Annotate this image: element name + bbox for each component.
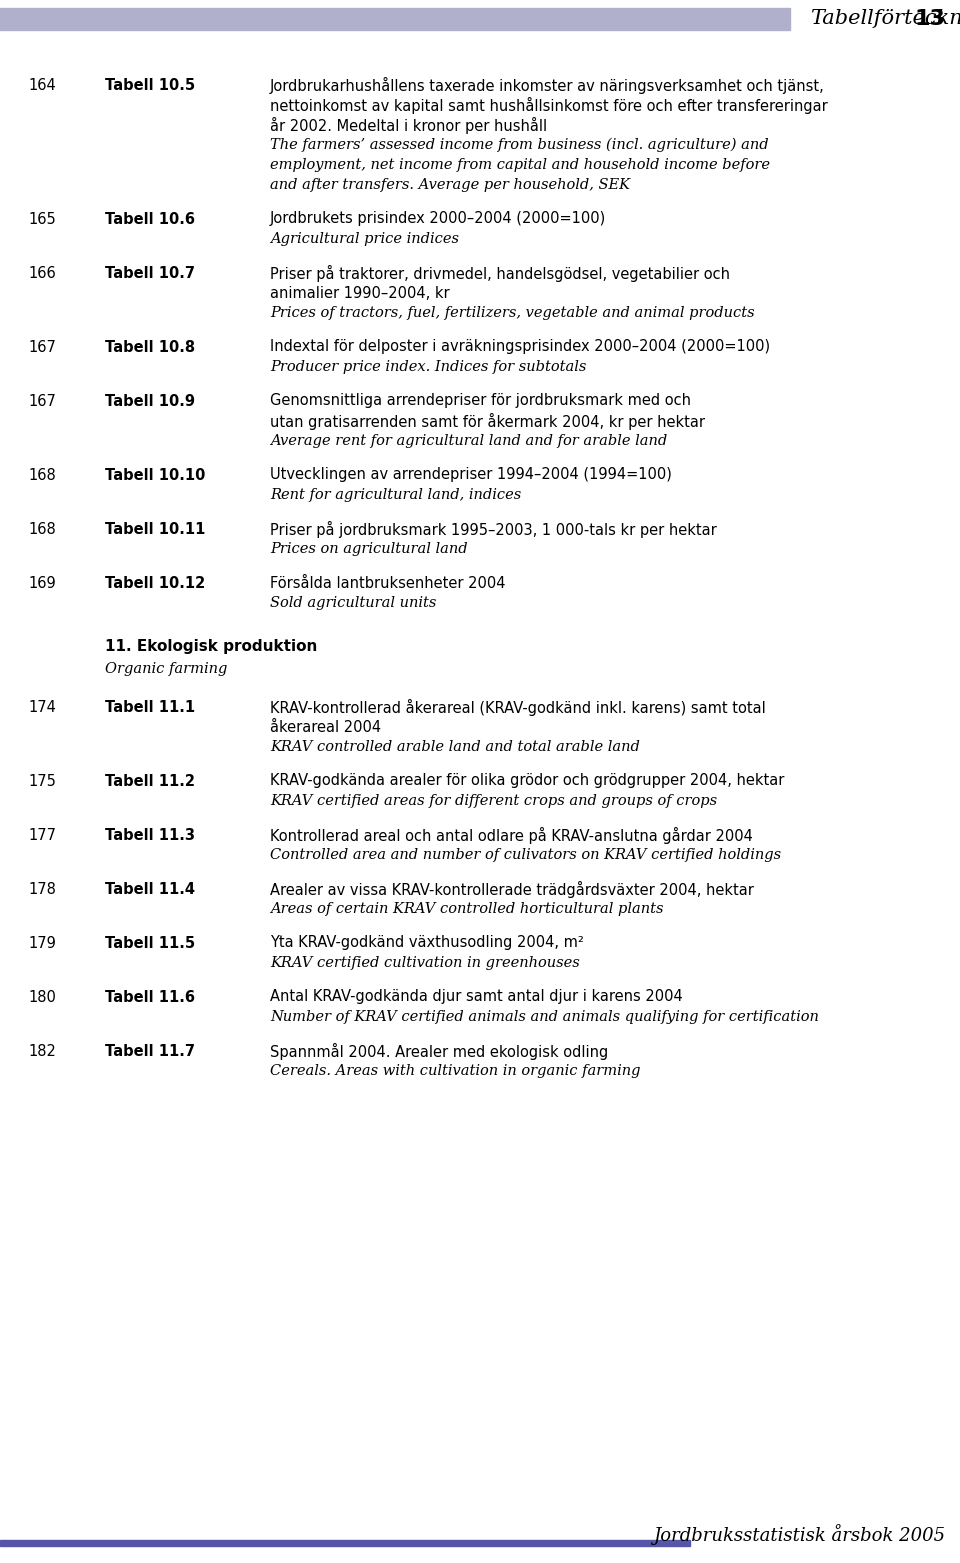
Text: Tabell 10.9: Tabell 10.9 <box>105 394 195 408</box>
Text: Organic farming: Organic farming <box>105 663 228 677</box>
Text: Priser på traktorer, drivmedel, handelsgödsel, vegetabilier och: Priser på traktorer, drivmedel, handelsg… <box>270 264 730 281</box>
Text: Average rent for agricultural land and for arable land: Average rent for agricultural land and f… <box>270 435 667 449</box>
Text: 177: 177 <box>28 827 56 842</box>
Text: Yta KRAV-godkänd växthusodling 2004, m²: Yta KRAV-godkänd växthusodling 2004, m² <box>270 936 584 950</box>
Text: Cereals. Areas with cultivation in organic farming: Cereals. Areas with cultivation in organ… <box>270 1064 640 1078</box>
Text: 167: 167 <box>28 394 56 408</box>
Text: Rent for agricultural land, indices: Rent for agricultural land, indices <box>270 488 521 502</box>
Text: utan gratisarrenden samt för åkermark 2004, kr per hektar: utan gratisarrenden samt för åkermark 20… <box>270 413 705 430</box>
Text: Spannmål 2004. Arealer med ekologisk odling: Spannmål 2004. Arealer med ekologisk odl… <box>270 1043 609 1060</box>
Text: år 2002. Medeltal i kronor per hushåll: år 2002. Medeltal i kronor per hushåll <box>270 117 547 133</box>
Text: Tabell 11.5: Tabell 11.5 <box>105 936 195 950</box>
Text: 179: 179 <box>28 936 56 950</box>
Text: KRAV certified cultivation in greenhouses: KRAV certified cultivation in greenhouse… <box>270 957 580 971</box>
Bar <box>0 8 790 30</box>
Text: Number of KRAV certified animals and animals qualifying for certification: Number of KRAV certified animals and ani… <box>270 1010 819 1024</box>
Text: åkerareal 2004: åkerareal 2004 <box>270 719 381 735</box>
Text: Tabell 10.12: Tabell 10.12 <box>105 575 205 591</box>
Text: Tabell 11.7: Tabell 11.7 <box>105 1044 195 1058</box>
Text: Agricultural price indices: Agricultural price indices <box>270 231 459 245</box>
Text: Tabell 10.6: Tabell 10.6 <box>105 211 195 227</box>
Text: nettoinkomst av kapital samt hushållsinkomst före och efter transfereringar: nettoinkomst av kapital samt hushållsink… <box>270 97 828 114</box>
Text: Försålda lantbruksenheter 2004: Försålda lantbruksenheter 2004 <box>270 575 506 591</box>
Text: KRAV controlled arable land and total arable land: KRAV controlled arable land and total ar… <box>270 739 640 753</box>
Text: Tabell 11.3: Tabell 11.3 <box>105 827 195 842</box>
Text: Prices of tractors, fuel, fertilizers, vegetable and animal products: Prices of tractors, fuel, fertilizers, v… <box>270 306 755 320</box>
Text: Kontrollerad areal och antal odlare på KRAV-anslutna gårdar 2004: Kontrollerad areal och antal odlare på K… <box>270 827 753 844</box>
Text: 11. Ekologisk produktion: 11. Ekologisk produktion <box>105 639 318 655</box>
Text: Tabell 11.2: Tabell 11.2 <box>105 774 195 788</box>
Text: 165: 165 <box>28 211 56 227</box>
Text: 168: 168 <box>28 522 56 536</box>
Text: and after transfers. Average per household, SEK: and after transfers. Average per househo… <box>270 178 630 192</box>
Text: Tabell 10.5: Tabell 10.5 <box>105 78 195 92</box>
Text: Indextal för delposter i avräkningsprisindex 2000–2004 (2000=100): Indextal för delposter i avräkningsprisi… <box>270 339 770 355</box>
Text: animalier 1990–2004, kr: animalier 1990–2004, kr <box>270 286 449 300</box>
Text: 167: 167 <box>28 339 56 355</box>
Text: Genomsnittliga arrendepriser för jordbruksmark med och: Genomsnittliga arrendepriser för jordbru… <box>270 394 691 408</box>
Text: Areas of certain KRAV controlled horticultural plants: Areas of certain KRAV controlled horticu… <box>270 902 663 916</box>
Text: Jordbruksstatistisk årsbok 2005: Jordbruksstatistisk årsbok 2005 <box>653 1524 945 1546</box>
Text: employment, net income from capital and household income before: employment, net income from capital and … <box>270 158 770 172</box>
Bar <box>0 1540 690 1546</box>
Text: KRAV-kontrollerad åkerareal (KRAV-godkänd inkl. karens) samt total: KRAV-kontrollerad åkerareal (KRAV-godkän… <box>270 699 766 716</box>
Text: Producer price index. Indices for subtotals: Producer price index. Indices for subtot… <box>270 359 587 374</box>
Text: 182: 182 <box>28 1044 56 1058</box>
Text: Tabell 11.4: Tabell 11.4 <box>105 882 195 897</box>
Text: Tabell 11.6: Tabell 11.6 <box>105 989 195 1005</box>
Text: The farmers’ assessed income from business (incl. agriculture) and: The farmers’ assessed income from busine… <box>270 138 769 152</box>
Text: Sold agricultural units: Sold agricultural units <box>270 596 437 610</box>
Text: 168: 168 <box>28 467 56 483</box>
Text: 178: 178 <box>28 882 56 897</box>
Text: 166: 166 <box>28 266 56 280</box>
Text: Antal KRAV-godkända djur samt antal djur i karens 2004: Antal KRAV-godkända djur samt antal djur… <box>270 989 683 1005</box>
Text: 164: 164 <box>28 78 56 92</box>
Text: Prices on agricultural land: Prices on agricultural land <box>270 542 468 556</box>
Text: KRAV certified areas for different crops and groups of crops: KRAV certified areas for different crops… <box>270 794 717 808</box>
Text: Utvecklingen av arrendepriser 1994–2004 (1994=100): Utvecklingen av arrendepriser 1994–2004 … <box>270 467 672 483</box>
Text: 175: 175 <box>28 774 56 788</box>
Text: Jordbrukarhushållens taxerade inkomster av näringsverksamhet och tjänst,: Jordbrukarhushållens taxerade inkomster … <box>270 77 825 94</box>
Text: Tabell 10.8: Tabell 10.8 <box>105 339 195 355</box>
Text: Tabell 11.1: Tabell 11.1 <box>105 700 195 714</box>
Text: Tabell 10.10: Tabell 10.10 <box>105 467 205 483</box>
Text: Arealer av vissa KRAV-kontrollerade trädgårdsväxter 2004, hektar: Arealer av vissa KRAV-kontrollerade träd… <box>270 880 754 897</box>
Text: Tabell 10.7: Tabell 10.7 <box>105 266 195 280</box>
Text: 174: 174 <box>28 700 56 714</box>
Text: Jordbrukets prisindex 2000–2004 (2000=100): Jordbrukets prisindex 2000–2004 (2000=10… <box>270 211 607 227</box>
Text: 169: 169 <box>28 575 56 591</box>
Text: 180: 180 <box>28 989 56 1005</box>
Text: 13: 13 <box>914 9 945 30</box>
Text: Tabell 10.11: Tabell 10.11 <box>105 522 205 536</box>
Text: KRAV-godkända arealer för olika grödor och grödgrupper 2004, hektar: KRAV-godkända arealer för olika grödor o… <box>270 774 784 788</box>
Text: Controlled area and number of culivators on KRAV certified holdings: Controlled area and number of culivators… <box>270 849 781 863</box>
Text: Priser på jordbruksmark 1995–2003, 1 000-tals kr per hektar: Priser på jordbruksmark 1995–2003, 1 000… <box>270 520 717 538</box>
Text: Tabellförteckning: Tabellförteckning <box>810 9 960 28</box>
